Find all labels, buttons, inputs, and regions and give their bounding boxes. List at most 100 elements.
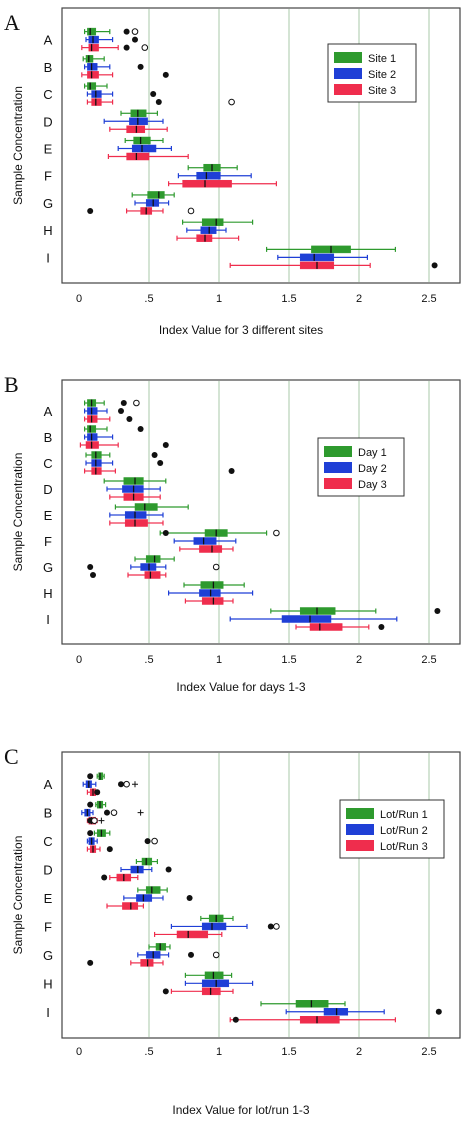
- panel-letter: A: [4, 10, 20, 35]
- box: [87, 407, 98, 415]
- category-label: H: [43, 223, 52, 238]
- plot-frame: [61, 7, 461, 284]
- box: [91, 98, 102, 106]
- category-label: D: [43, 863, 52, 878]
- category-label: F: [44, 919, 52, 934]
- outlier-point: [187, 207, 195, 215]
- x-axis-title: Index Value for lot/run 1-3: [172, 1103, 310, 1117]
- category-label: C: [43, 87, 52, 102]
- outlier-point: [162, 988, 169, 995]
- category-label: C: [43, 456, 52, 471]
- legend: Lot/Run 1 Lot/Run 2 Lot/Run 3: [339, 799, 445, 859]
- category-label: E: [44, 142, 53, 157]
- x-tick-label: .5: [144, 654, 153, 666]
- box: [87, 63, 98, 71]
- category-label: G: [43, 948, 53, 963]
- x-tick-label: .5: [144, 293, 153, 305]
- category-label: I: [46, 250, 50, 265]
- box: [145, 199, 160, 207]
- category-label: B: [44, 806, 53, 821]
- box: [133, 136, 151, 145]
- outlier-point: [431, 262, 438, 269]
- box: [196, 171, 221, 180]
- box: [85, 55, 94, 63]
- outlier-point: [87, 801, 94, 808]
- category-label: G: [43, 560, 53, 575]
- x-tick-label: 2: [356, 293, 362, 305]
- box: [155, 943, 167, 951]
- outlier-point: [144, 838, 151, 845]
- box: [85, 441, 99, 449]
- outlier-point: [123, 28, 130, 35]
- box: [87, 82, 97, 90]
- box: [87, 415, 98, 423]
- y-axis-title: Sample Concentration: [11, 836, 25, 955]
- outlier-point: [104, 809, 110, 816]
- legend-label: Site 1: [368, 53, 396, 65]
- category-label: D: [43, 482, 52, 497]
- x-tick-label: 2.5: [421, 293, 436, 305]
- box: [87, 433, 98, 441]
- outlier-point: [155, 99, 162, 106]
- box: [126, 125, 146, 134]
- legend-label: Lot/Run 1: [380, 809, 428, 821]
- legend-swatch: [334, 52, 362, 63]
- box: [131, 144, 157, 153]
- category-label: G: [43, 196, 53, 211]
- legend-swatch: [324, 478, 352, 489]
- box: [91, 467, 102, 475]
- box: [193, 537, 217, 545]
- outlier-point: [101, 874, 108, 881]
- category-label: F: [44, 534, 52, 549]
- category-label: B: [44, 430, 53, 445]
- plot-frame: [61, 379, 461, 645]
- outlier-point: [98, 817, 105, 824]
- category-label: B: [44, 60, 53, 75]
- outlier-point: [186, 895, 193, 901]
- category-label: H: [43, 586, 52, 601]
- box: [130, 865, 144, 874]
- outlier-point: [188, 951, 194, 958]
- outlier-point: [87, 959, 94, 966]
- box: [87, 425, 97, 433]
- box: [199, 589, 221, 597]
- chart-panel-a: A 0 .5 1 1.5 2 2.5 Index Value for 3 different …: [4, 7, 461, 337]
- box: [196, 234, 213, 242]
- box: [201, 987, 221, 996]
- box: [91, 451, 102, 459]
- outlier-point: [137, 426, 144, 432]
- box: [176, 930, 209, 939]
- box: [134, 503, 158, 511]
- box: [323, 1008, 349, 1016]
- outlier-point: [212, 563, 220, 571]
- category-label: I: [46, 612, 50, 627]
- legend-swatch: [334, 68, 362, 79]
- outlier-point: [118, 781, 124, 788]
- outlier-point: [273, 923, 280, 930]
- box: [122, 902, 139, 910]
- box: [204, 971, 224, 980]
- category-label: A: [44, 777, 53, 792]
- x-tick-label: 1: [216, 1046, 222, 1058]
- outlier-point: [87, 830, 94, 837]
- outlier-point: [90, 572, 96, 578]
- box: [123, 477, 144, 485]
- outlier-point: [165, 866, 172, 873]
- box: [91, 459, 102, 467]
- outlier-point: [91, 817, 98, 824]
- outlier-point: [133, 399, 140, 407]
- box: [129, 117, 148, 126]
- category-label: A: [44, 33, 53, 48]
- outlier-point: [106, 846, 113, 853]
- outlier-point: [267, 923, 274, 930]
- category-label: A: [44, 404, 53, 419]
- outlier-point: [131, 28, 139, 35]
- outlier-point: [151, 837, 158, 845]
- legend-swatch: [346, 808, 374, 819]
- category-label: I: [46, 1005, 50, 1020]
- x-tick-label: .5: [144, 1046, 153, 1058]
- legend-swatch: [346, 840, 374, 851]
- box: [199, 545, 223, 553]
- outlier-point: [212, 951, 220, 959]
